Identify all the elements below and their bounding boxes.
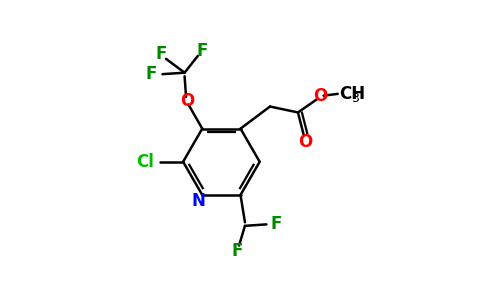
Text: F: F [197,42,208,60]
Text: F: F [232,242,243,260]
Text: F: F [145,65,157,83]
Text: F: F [155,45,166,63]
Text: N: N [192,192,206,210]
Text: Cl: Cl [136,153,153,171]
Text: O: O [313,87,327,105]
Text: O: O [181,92,195,110]
Text: 3: 3 [351,92,360,105]
Text: CH: CH [339,85,365,103]
Text: F: F [271,215,282,233]
Text: O: O [298,133,313,151]
